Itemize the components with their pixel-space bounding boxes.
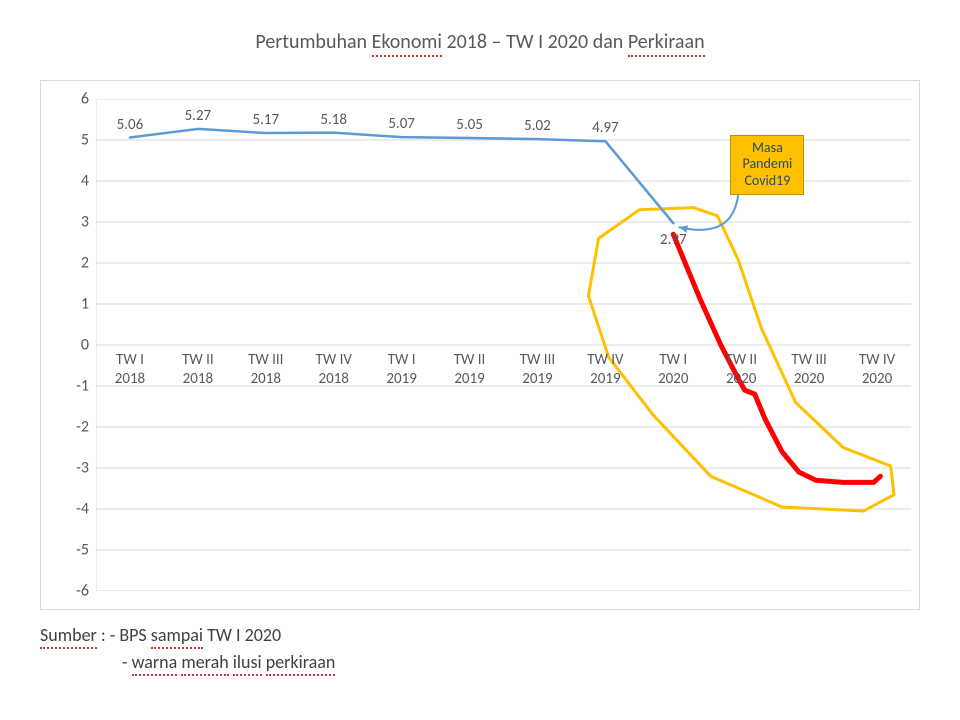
y-tick-label: -5 [49,541,89,560]
data-label: 2.97 [660,231,687,249]
y-tick-label: 1 [49,295,89,314]
x-category-label: TW I2019 [367,351,437,389]
data-label: 5.17 [252,111,279,129]
annotation-box: MasaPandemiCovid19 [730,135,804,195]
y-tick-label: 2 [49,254,89,273]
data-label: 5.07 [388,115,415,133]
data-label: 5.27 [185,107,212,125]
x-category-label: TW IV2019 [570,351,640,389]
y-tick-label: -4 [49,500,89,519]
title-mid: 2018 – TW I 2020 dan [442,30,628,54]
x-category-label: TW III2019 [502,351,572,389]
t: - [122,651,132,673]
x-category-label: TW IV2018 [299,351,369,389]
t: TW I 2020 [203,624,281,646]
y-tick-label: -3 [49,459,89,478]
x-category-label: TW I2020 [638,351,708,389]
title-underlined-2: Perkiraan [628,30,705,57]
x-category-label: TW III2020 [774,351,844,389]
y-tick-label: -1 [49,377,89,396]
data-label: 5.05 [456,116,483,134]
x-category-label: TW II2020 [706,351,776,389]
source-prefix: Sumber [40,624,97,649]
x-category-label: TW III2018 [231,351,301,389]
y-tick-label: 4 [49,172,89,191]
t: ilusi [233,651,262,676]
data-label: 5.06 [117,116,144,134]
y-tick-label: 5 [49,131,89,150]
y-tick-label: 0 [49,336,89,355]
chart-title: Pertumbuhan Ekonomi 2018 – TW I 2020 dan… [0,0,960,54]
x-category-label: TW II2019 [435,351,505,389]
sep: : [97,624,110,646]
y-tick-label: 6 [49,90,89,109]
t: merah [181,651,228,676]
source-line-2: - warna merah ilusi perkiraan [40,649,335,676]
data-label: 5.18 [320,111,347,129]
x-category-label: TW IV2020 [842,351,912,389]
t: sampai [151,624,203,649]
title-underlined-1: Ekonomi [372,30,442,57]
y-tick-label: 3 [49,213,89,232]
series-actual-line [130,129,673,223]
data-label: 5.02 [524,117,551,135]
source-note: Sumber : - BPS sampai TW I 2020 - warna … [40,622,335,676]
y-tick-label: -2 [49,418,89,437]
t: perkiraan [266,651,336,676]
title-word-1: Pertumbuhan [255,30,367,54]
source-line-1: Sumber : - BPS sampai TW I 2020 [40,622,335,649]
x-category-label: TW II2018 [163,351,233,389]
page: Pertumbuhan Ekonomi 2018 – TW I 2020 dan… [0,0,960,720]
x-category-label: TW I2018 [95,351,165,389]
space [367,30,372,54]
data-label: 4.97 [592,119,619,137]
chart-area: -6-5-4-3-2-10123456TW I2018TW II2018TW I… [40,80,920,610]
t: - BPS [110,624,151,646]
t: warna [132,651,178,676]
annotation-arrow [679,193,738,230]
y-tick-label: -6 [49,582,89,601]
